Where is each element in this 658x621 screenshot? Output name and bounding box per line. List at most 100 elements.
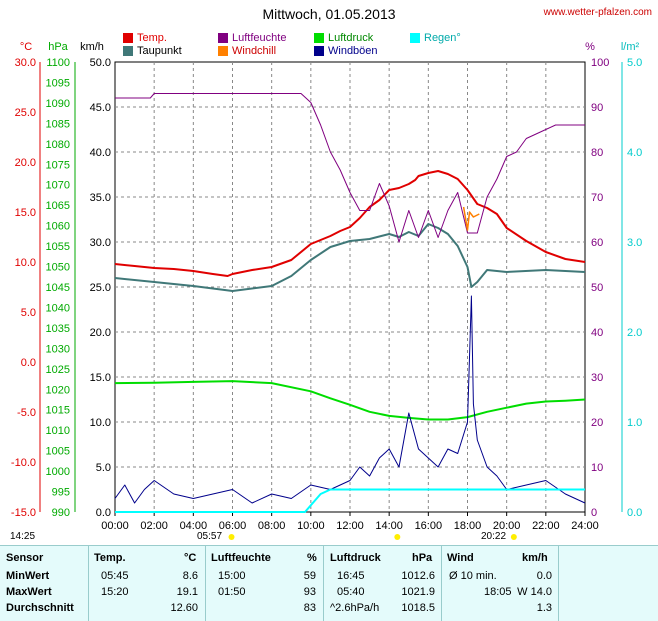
series-line-regen [115,488,585,513]
series-line-windchill [462,206,480,231]
temp-value: 19.1 [176,586,198,598]
series-line-luftdruck [114,380,586,421]
wind-time: Ø 10 min. [449,570,497,582]
sun-marker [394,534,401,540]
legend-rain: Regen° [410,32,461,44]
header-wind: Wind [447,552,474,564]
tick-label-wind: 5.0 [96,462,111,474]
tick-label-pressure: 1080 [46,139,70,151]
legend-pressure: Luftdruck [314,32,373,44]
axis-unit-rain: l/m² [621,41,640,53]
temp-time: 15:20 [101,586,129,598]
tick-label-rain: 1.0 [627,417,642,429]
tick-label-wind: 40.0 [90,147,111,159]
tick-label-x: 04:00 [180,520,208,532]
series-line-temp [114,170,586,277]
hum-time: 01:50 [218,586,246,598]
tick-label-pressure: 1055 [46,241,70,253]
tick-label-temp: -10.0 [11,457,36,469]
tick-label-wind: 45.0 [90,102,111,114]
tick-label-pressure: 995 [52,487,70,499]
legend-gusts: Windböen [314,45,378,57]
tick-label-temp: 15.0 [15,207,36,219]
tick-label-humidity: 30 [591,372,603,384]
tick-label-pressure: 1040 [46,302,70,314]
wind-value: 0.0 [536,570,552,582]
legend-dewpoint: Taupunkt [123,45,182,57]
wind-value: W 14.0 [517,586,552,598]
sun-marker [510,534,517,540]
hum-time: 15:00 [218,570,246,582]
tick-label-pressure: 1085 [46,118,70,130]
sun-marker [228,534,235,540]
tick-label-x: 16:00 [415,520,443,532]
tick-label-temp: 25.0 [15,107,36,119]
tick-label-pressure: 1030 [46,343,70,355]
row-label: Durchschnitt [6,602,74,614]
tick-label-rain: 3.0 [627,237,642,249]
hum-value: 59 [303,570,316,582]
tick-label-pressure: 1095 [46,77,70,89]
tick-label-x: 08:00 [258,520,286,532]
axis-unit-humidity: % [585,41,595,53]
series-line-taupunkt [114,223,586,292]
tick-label-humidity: 40 [591,327,603,339]
tick-label-x: 06:00 [219,520,247,532]
sunrise-time: 05:57 [197,531,223,542]
tick-label-humidity: 0 [591,507,597,519]
tick-label-pressure: 1010 [46,425,70,437]
chart-svg: °C hPa km/h% l/m² 30.0 25.0 20.0 15.0 10.0 5.0 0.0… [11,41,642,540]
site-link[interactable]: www.wetter-pfalzen.com [543,7,652,18]
series-line-luftfeuchte [115,93,585,243]
press-value: 1018.5 [401,602,435,614]
temp-value: 8.6 [182,570,198,582]
first-event-time: 14:25 [10,531,36,542]
axis-unit-wind: km/h [80,41,104,53]
tick-label-temp: 5.0 [21,307,36,319]
tick-label-pressure: 1065 [46,200,70,212]
header-humidity: Luftfeuchte [211,552,271,564]
tick-label-humidity: 50 [591,282,603,294]
legend-humidity: Luftfeuchte [218,32,286,44]
tick-label-wind: 35.0 [90,192,111,204]
tick-label-x: 22:00 [532,520,560,532]
header-humidity-unit: % [307,552,317,564]
tick-label-temp: 10.0 [15,257,36,269]
tick-label-wind: 20.0 [90,327,111,339]
sunset-time: 20:22 [481,531,507,542]
temp-time: 05:45 [101,570,129,582]
tick-label-pressure: 990 [52,507,70,519]
header-pressure-unit: hPa [412,552,433,564]
row-label: MaxWert [6,586,52,598]
header-temp-unit: °C [184,552,197,564]
tick-label-humidity: 100 [591,57,609,69]
tick-label-pressure: 1035 [46,323,70,335]
temp-value: 12.60 [170,602,198,614]
tick-label-pressure: 1075 [46,159,70,171]
tick-label-pressure: 1000 [46,466,70,478]
tick-label-rain: 5.0 [627,57,642,69]
press-value: 1012.6 [401,570,435,582]
tick-label-rain: 2.0 [627,327,642,339]
tick-label-pressure: 1070 [46,180,70,192]
hum-value: 83 [303,602,316,614]
weather-chart: °C hPa km/h% l/m² 30.0 25.0 20.0 15.0 10.0 5.0 0.0… [11,41,642,540]
header-sensor: Sensor [6,552,44,564]
tick-label-temp: 30.0 [15,57,36,69]
press-time: 16:45 [337,570,365,582]
tick-label-x: 24:00 [571,520,599,532]
legend-windchill: Windchill [218,45,276,57]
wind-value: 1.3 [536,602,552,614]
chart-title: Mittwoch, 01.05.2013 [262,6,396,22]
row-label: MinWert [6,570,50,582]
tick-label-pressure: 1060 [46,221,70,233]
press-time: ^2.6hPa/h [330,602,380,614]
header-temp: Temp. [94,552,126,564]
tick-label-x: 20:00 [493,520,521,532]
tick-label-x: 10:00 [297,520,325,532]
tick-label-wind: 15.0 [90,372,111,384]
stats-table: Sensor Temp. °C Luftfeuchte % Luftdruck … [0,545,658,621]
tick-label-wind: 0.0 [96,507,111,519]
hum-value: 93 [303,586,316,598]
tick-label-x: 00:00 [101,520,129,532]
